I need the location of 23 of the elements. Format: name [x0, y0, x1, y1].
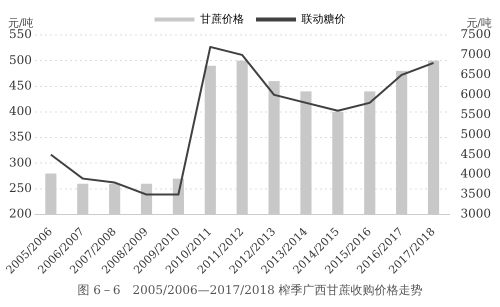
y2-tick-label: 3500	[460, 186, 492, 201]
y2-tick-label: 4500	[460, 146, 492, 161]
y-axis-title: 元/吨	[8, 16, 34, 30]
y2-axis-title: 元/吨	[466, 16, 492, 30]
legend-label: 联动糖价	[302, 12, 346, 26]
y-tick-label: 350	[9, 130, 32, 144]
y-tick-label: 200	[9, 206, 32, 221]
y-tick-label: 400	[9, 104, 32, 118]
y2-tick-label: 6500	[460, 67, 492, 82]
y2-tick-label: 5500	[460, 106, 492, 121]
y2-tick-label: 6000	[460, 86, 492, 101]
y-tick-label: 550	[9, 27, 32, 42]
y-tick-label: 450	[9, 78, 32, 92]
caption: 图 6－6 2005/2006—2017/2018 榨季广西甘蔗收购价格走势	[76, 282, 424, 299]
y-tick-label: 500	[9, 52, 32, 67]
y2-tick-label: 5000	[460, 126, 492, 141]
y2-tick-label: 7000	[460, 47, 492, 62]
y-tick-label: 250	[9, 180, 32, 195]
y-tick-label: 300	[9, 155, 32, 170]
y2-tick-label: 7500	[460, 27, 492, 42]
y2-tick-label: 4000	[460, 166, 492, 181]
y2-tick-label: 3000	[460, 206, 492, 221]
legend-label: 甘蔗价格	[200, 12, 244, 26]
